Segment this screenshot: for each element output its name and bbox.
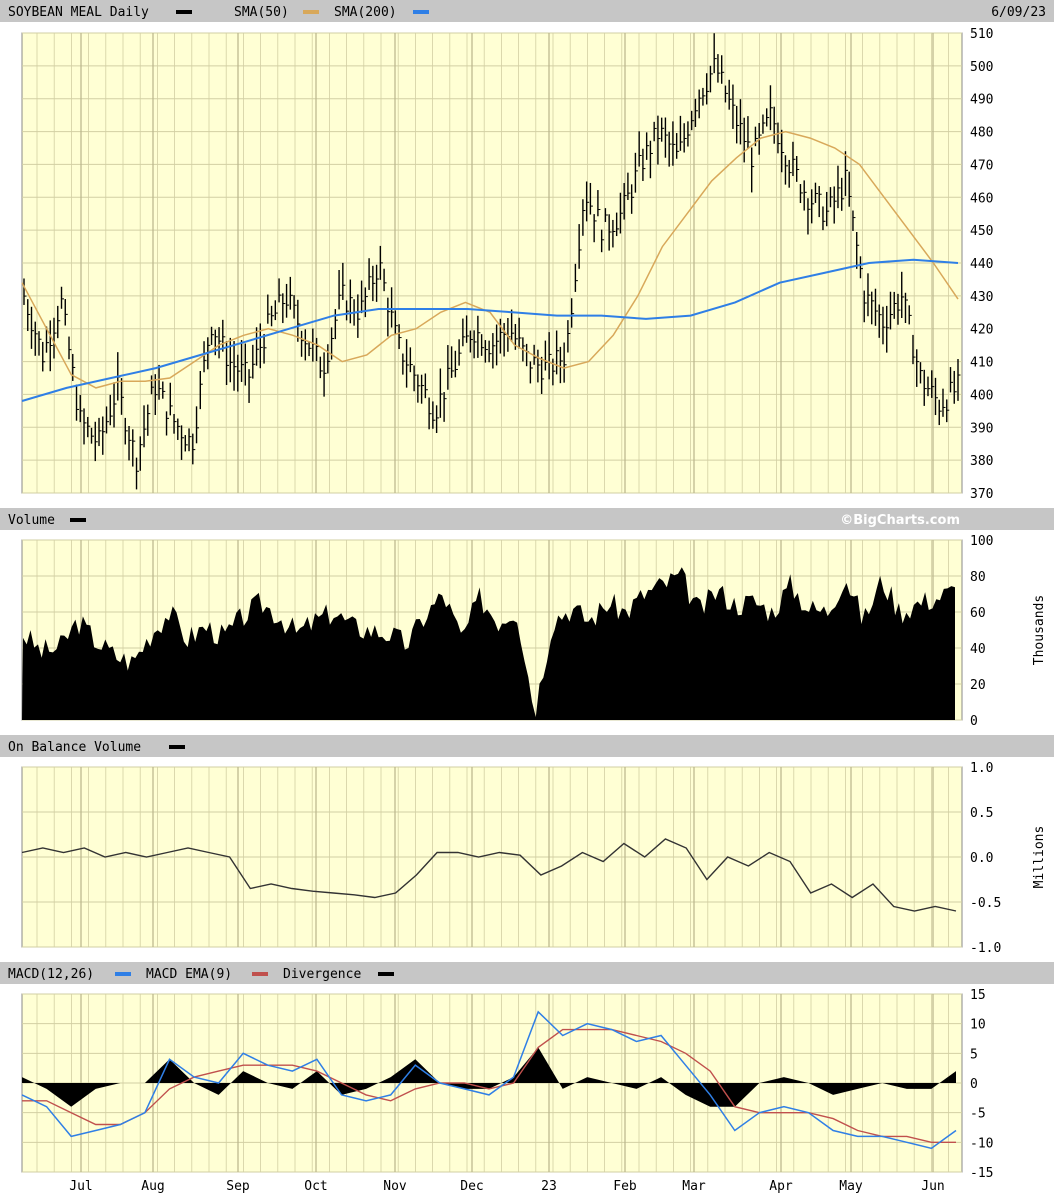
y-tick-label: 10 (970, 1018, 986, 1033)
legend-swatch-volume (70, 518, 86, 522)
y-tick-label: 60 (970, 606, 986, 621)
y-tick-label: -15 (970, 1166, 993, 1181)
price-title: SOYBEAN MEAL Daily (8, 5, 149, 20)
y-tick-label: 100 (970, 534, 993, 549)
sma200-line (21, 258, 959, 402)
y-tick-label: 470 (970, 158, 993, 173)
legend-macd-ema: MACD EMA(9) (146, 967, 232, 982)
volume-panel: 0 20 40 60 80 100 Thousands (21, 534, 1047, 729)
obv-y-ticks: -1.0 -0.5 0.0 0.5 1.0 (970, 761, 1001, 956)
price-header (0, 0, 1054, 22)
volume-y-ticks: 0 20 40 60 80 100 (970, 534, 993, 729)
x-label-Mar: Mar (682, 1179, 706, 1194)
y-tick-label: 20 (970, 678, 986, 693)
y-tick-label: 450 (970, 224, 993, 239)
y-tick-label: -5 (970, 1107, 986, 1122)
y-tick-label: 5 (970, 1047, 978, 1062)
y-tick-label: 460 (970, 191, 993, 206)
x-label-May: May (839, 1179, 863, 1194)
legend-swatch-divergence (378, 972, 394, 976)
x-label-Oct: Oct (304, 1179, 327, 1194)
legend-sma50: SMA(50) (234, 5, 289, 20)
x-label-Feb: Feb (613, 1179, 637, 1194)
y-tick-label: 490 (970, 93, 993, 108)
y-tick-label: 500 (970, 60, 993, 75)
x-label-23: 23 (541, 1179, 557, 1194)
price-ohlc-bars (23, 33, 961, 490)
y-tick-label: 0 (970, 1077, 978, 1092)
macd-panel: -15 -10 -5 0 5 10 15 (21, 988, 993, 1181)
macd-ema-line (22, 1028, 956, 1143)
watermark: ©BigCharts.com (840, 513, 960, 528)
legend-divergence: Divergence (283, 967, 361, 982)
legend-swatch-obv (169, 745, 185, 749)
obv-title: On Balance Volume (8, 740, 141, 755)
y-tick-label: 430 (970, 290, 993, 305)
x-label-Aug: Aug (141, 1179, 164, 1194)
y-tick-label: 480 (970, 126, 993, 141)
x-label-Nov: Nov (383, 1179, 407, 1194)
y-tick-label: -0.5 (970, 896, 1001, 911)
obv-line (21, 838, 957, 912)
y-tick-label: 390 (970, 421, 993, 436)
price-grid (22, 32, 962, 494)
sma50-line (21, 130, 959, 389)
y-tick-label: 400 (970, 388, 993, 403)
volume-area (22, 567, 955, 720)
macd-line (21, 1010, 957, 1150)
y-tick-label: -10 (970, 1136, 993, 1151)
x-label-Apr: Apr (769, 1179, 793, 1194)
price-panel: 370 380 390 400 410 420 430 440 450 460 470 480 490 5… (21, 27, 993, 502)
macd-header (0, 962, 1054, 984)
y-tick-label: 510 (970, 27, 993, 42)
volume-unit-label: Thousands (1032, 595, 1047, 665)
y-tick-label: 0 (970, 714, 978, 729)
y-tick-label: 420 (970, 323, 993, 338)
y-tick-label: 0.5 (970, 806, 993, 821)
volume-title: Volume (8, 513, 55, 528)
y-tick-label: 15 (970, 988, 986, 1003)
x-label-Sep: Sep (226, 1179, 250, 1194)
legend-swatch-price (176, 10, 192, 14)
obv-panel: -1.0 -0.5 0.0 0.5 1.0 Millions (21, 761, 1047, 956)
x-label-Jun: Jun (921, 1179, 944, 1194)
y-tick-label: 380 (970, 454, 993, 469)
y-tick-label: 80 (970, 570, 986, 585)
macd-title: MACD(12,26) (8, 967, 94, 982)
y-tick-label: 440 (970, 257, 993, 272)
obv-unit-label: Millions (1032, 826, 1047, 889)
legend-swatch-sma200 (413, 10, 429, 14)
x-label-Jul: Jul (69, 1179, 92, 1194)
legend-sma200: SMA(200) (334, 5, 397, 20)
macd-divergence-histogram (22, 1047, 956, 1107)
date-label: 6/09/23 (991, 5, 1046, 20)
y-tick-label: -1.0 (970, 941, 1001, 956)
legend-swatch-macd (115, 972, 131, 976)
y-tick-label: 1.0 (970, 761, 993, 776)
divergence-area (22, 1047, 956, 1107)
volume-header (0, 508, 1054, 530)
legend-swatch-macd-ema (252, 972, 268, 976)
x-axis-labels: Jul Aug Sep Oct Nov Dec 23 Feb Mar Apr May Jun (69, 1179, 944, 1194)
y-tick-label: 370 (970, 487, 993, 502)
price-y-ticks: 370 380 390 400 410 420 430 440 450 460 470 480 490 5… (970, 27, 993, 502)
y-tick-label: 0.0 (970, 851, 993, 866)
y-tick-label: 410 (970, 356, 993, 371)
macd-y-ticks: -15 -10 -5 0 5 10 15 (970, 988, 993, 1181)
obv-grid (22, 766, 962, 948)
legend-swatch-sma50 (303, 10, 319, 14)
obv-header (0, 735, 1054, 757)
y-tick-label: 40 (970, 642, 986, 657)
x-label-Dec: Dec (460, 1179, 483, 1194)
